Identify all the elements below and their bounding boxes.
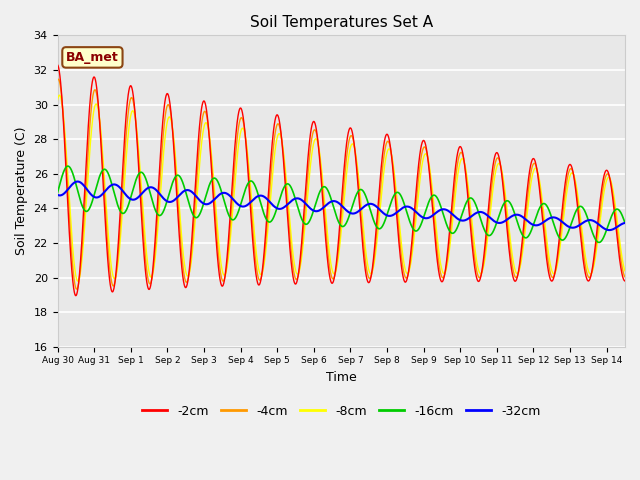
Legend: -2cm, -4cm, -8cm, -16cm, -32cm: -2cm, -4cm, -8cm, -16cm, -32cm [137, 400, 545, 423]
Y-axis label: Soil Temperature (C): Soil Temperature (C) [15, 127, 28, 255]
Text: BA_met: BA_met [66, 51, 119, 64]
X-axis label: Time: Time [326, 371, 356, 384]
Title: Soil Temperatures Set A: Soil Temperatures Set A [250, 15, 433, 30]
